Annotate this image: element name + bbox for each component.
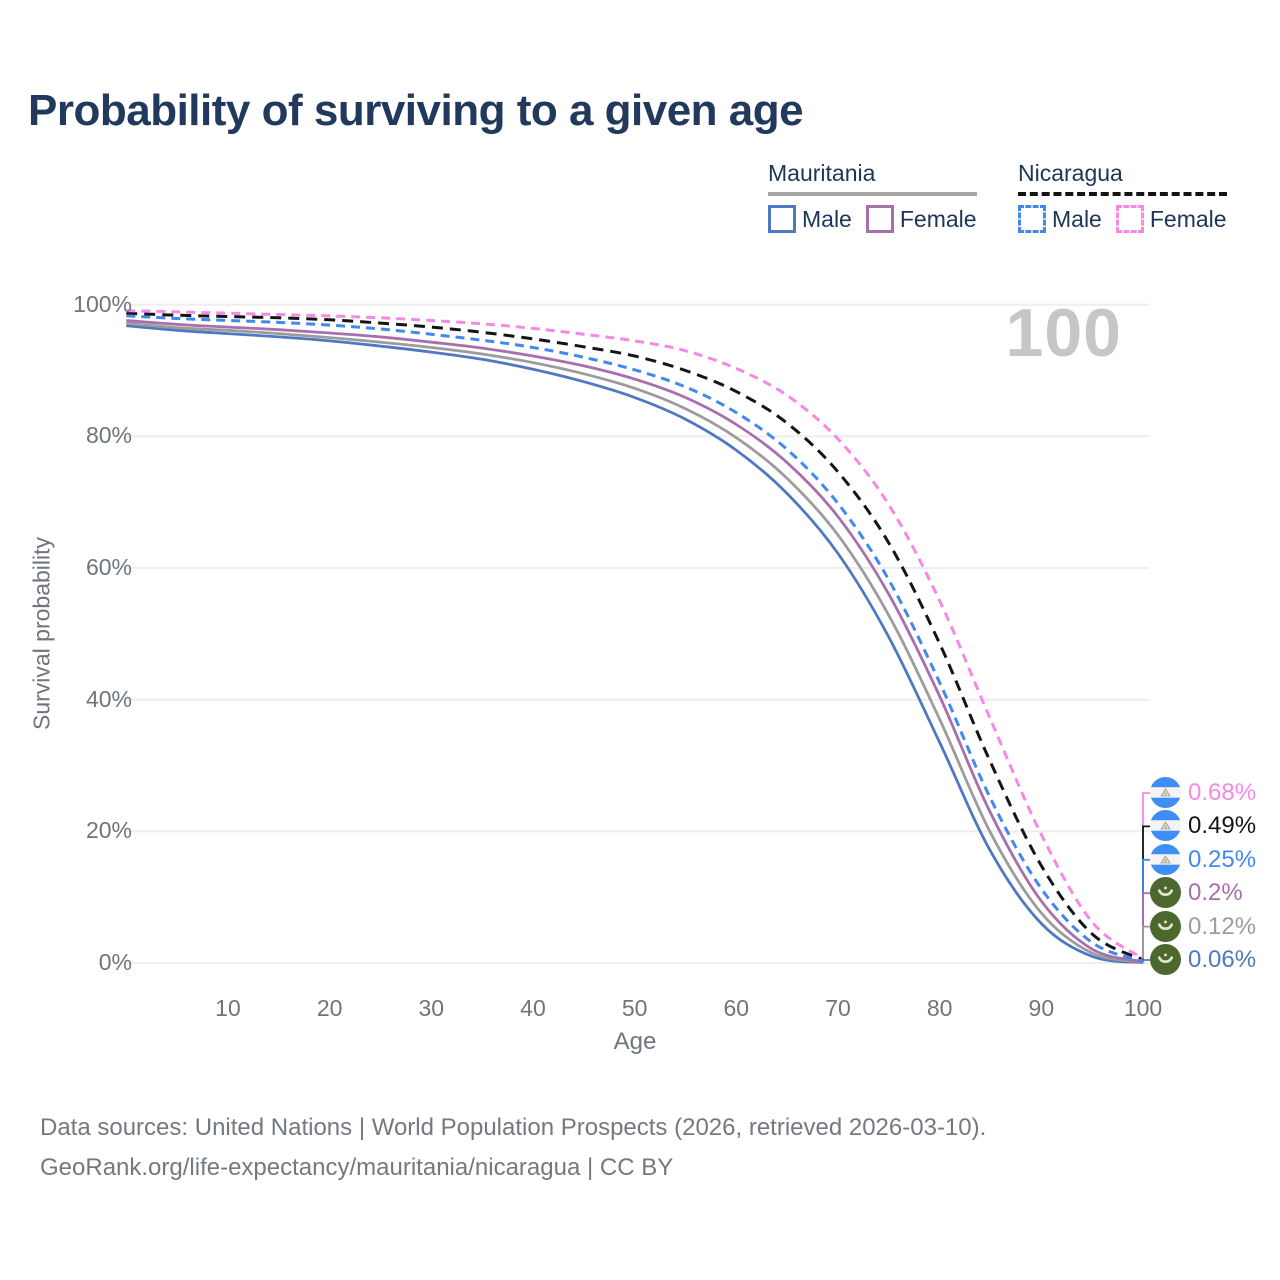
page-title: Probability of surviving to a given age (28, 86, 804, 135)
end-label-value: 0.49% (1188, 812, 1257, 840)
mauritania-male-swatch-icon (768, 205, 796, 233)
nicaragua-male-swatch-icon (1018, 205, 1046, 233)
footer-data-sources: Data sources: United Nations | World Pop… (40, 1114, 987, 1141)
legend-item-mauritania-male: Male (768, 205, 852, 233)
nicaragua-flag-icon (1150, 810, 1181, 842)
curve-mauritania-both (126, 321, 1144, 964)
mauritania-flag-icon (1150, 910, 1181, 942)
legend-item-label: Male (1052, 205, 1102, 232)
end-label-nicaragua-male: 0.25% (1150, 843, 1257, 876)
end-label-mauritania-male: 0.06% (1150, 944, 1256, 976)
nicaragua-flag-icon (1150, 843, 1181, 875)
legend-item-mauritania-female: Female (865, 205, 977, 233)
x-tick-label: 90 (1028, 995, 1055, 1021)
legend-group-mauritania: Mauritania Male Female (768, 160, 977, 233)
mauritania-flag-icon (1150, 944, 1181, 975)
end-label-value: 0.06% (1188, 946, 1257, 973)
y-tick-label: 40% (85, 685, 132, 712)
mauritania-flag-icon (1150, 944, 1181, 976)
mauritania-solid-line-sample (768, 192, 977, 196)
mauritania-flag-icon (1150, 877, 1181, 909)
end-label-value: 0.68% (1188, 779, 1257, 806)
curve-mauritania-male (126, 324, 1144, 964)
y-tick-label: 100% (73, 290, 132, 317)
end-label-mauritania-female: 0.2% (1150, 877, 1243, 909)
y-tick-label: 20% (85, 817, 132, 844)
curve-nicaragua-female (126, 309, 1144, 960)
curve-nicaragua-both (126, 311, 1144, 962)
end-connector-nicaragua-male (1142, 858, 1150, 962)
legend-item-label: Female (1149, 205, 1227, 232)
x-tick-label: 80 (926, 995, 953, 1021)
footer-attribution: GeoRank.org/life-expectancy/mauritania/n… (40, 1154, 674, 1181)
nicaragua-flag-icon (1150, 843, 1181, 875)
y-tick-label: 80% (85, 422, 132, 449)
x-tick-label: 70 (825, 995, 851, 1021)
curve-nicaragua-male (126, 314, 1144, 963)
end-label-value: 0.12% (1188, 912, 1257, 940)
legend-item-label: Female (899, 205, 977, 232)
end-label-value: 0.25% (1188, 845, 1257, 873)
end-label-value: 0.2% (1188, 879, 1243, 907)
x-tick-label: 60 (723, 995, 750, 1021)
curve-mauritania-female (126, 319, 1144, 964)
legend-group-mauritania-label: Mauritania (768, 160, 876, 186)
x-tick-label: 20 (316, 995, 343, 1021)
nicaragua-flag-icon (1150, 777, 1181, 808)
x-tick-label: 10 (215, 995, 241, 1021)
y-axis-title: Survival probability (28, 536, 55, 731)
legend-group-nicaragua: Nicaragua Male Female (1018, 160, 1227, 233)
nicaragua-dashed-line-sample (1018, 192, 1227, 196)
end-label-nicaragua-both: 0.49% (1150, 810, 1256, 842)
x-tick-label: 50 (621, 995, 648, 1021)
nicaragua-flag-icon (1150, 777, 1181, 809)
age-watermark: 100 (1005, 295, 1122, 371)
mauritania-female-swatch-icon (865, 205, 894, 233)
end-connector-mauritania-both (1142, 925, 1150, 963)
x-tick-label: 30 (418, 995, 445, 1021)
y-tick-label: 0% (98, 949, 132, 975)
end-label-mauritania-both: 0.12% (1150, 910, 1257, 943)
legend-item-nicaragua-female: Female (1115, 205, 1227, 233)
footer: Data sources: United Nations | World Pop… (40, 1108, 986, 1188)
nicaragua-female-swatch-icon (1115, 205, 1144, 233)
end-connector-nicaragua-female (1142, 792, 1150, 959)
y-tick-label: 60% (85, 554, 132, 580)
mauritania-flag-icon (1150, 877, 1181, 909)
mauritania-flag-icon (1150, 910, 1181, 942)
nicaragua-flag-icon (1150, 810, 1181, 842)
end-label-nicaragua-female: 0.68% (1150, 777, 1256, 809)
legend-group-nicaragua-label: Nicaragua (1018, 160, 1123, 186)
x-tick-label: 40 (520, 995, 546, 1021)
legend-item-label: Male (802, 205, 852, 232)
x-tick-label: 100 (1123, 995, 1163, 1021)
x-axis-title: Age (613, 1028, 657, 1055)
legend-item-nicaragua-male: Male (1018, 205, 1102, 233)
